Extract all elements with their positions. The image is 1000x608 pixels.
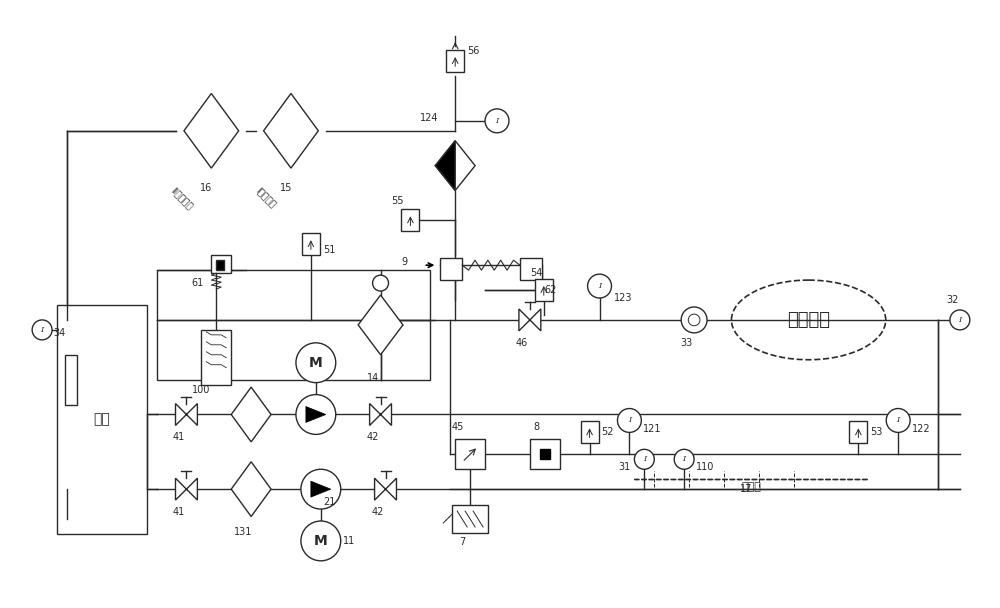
Text: 33: 33 <box>680 338 692 348</box>
Text: 131: 131 <box>234 527 252 537</box>
Text: 42: 42 <box>371 507 384 517</box>
Text: 51: 51 <box>323 245 335 255</box>
Polygon shape <box>435 140 455 190</box>
Text: 54: 54 <box>530 268 542 278</box>
Polygon shape <box>519 309 541 331</box>
Text: 122: 122 <box>912 424 931 435</box>
Circle shape <box>617 409 641 432</box>
Text: 11: 11 <box>343 536 355 546</box>
Text: 测试装置: 测试装置 <box>787 311 830 329</box>
Text: I: I <box>958 316 962 324</box>
Bar <box>530 440 560 469</box>
Bar <box>401 209 419 231</box>
Polygon shape <box>175 478 197 500</box>
Bar <box>581 421 599 443</box>
Bar <box>216 260 224 270</box>
Bar <box>211 255 231 273</box>
Text: 41: 41 <box>172 432 185 443</box>
Text: 56: 56 <box>467 46 480 56</box>
Text: I: I <box>495 117 499 125</box>
Text: 15: 15 <box>280 182 292 193</box>
Text: M: M <box>309 356 323 370</box>
Text: 加热器: 加热器 <box>741 482 761 492</box>
Text: 16: 16 <box>200 182 212 193</box>
Bar <box>57 305 147 534</box>
Text: 7: 7 <box>459 537 465 547</box>
Circle shape <box>674 449 694 469</box>
Text: 42: 42 <box>366 432 379 443</box>
Circle shape <box>373 275 389 291</box>
Text: II级过滤器: II级过滤器 <box>169 185 194 211</box>
Bar <box>452 505 488 533</box>
Text: 14: 14 <box>366 373 379 382</box>
Circle shape <box>296 395 336 434</box>
Bar <box>440 258 462 280</box>
Polygon shape <box>175 404 197 426</box>
Bar <box>157 270 430 379</box>
Circle shape <box>681 307 707 333</box>
Bar <box>446 50 464 72</box>
Circle shape <box>688 314 700 326</box>
Text: M: M <box>314 534 328 548</box>
Text: I: I <box>897 416 900 424</box>
Polygon shape <box>435 140 475 190</box>
Polygon shape <box>375 478 396 500</box>
Polygon shape <box>306 407 326 423</box>
Text: 17: 17 <box>740 484 753 494</box>
Text: 45: 45 <box>452 423 464 432</box>
Bar <box>201 330 231 385</box>
Circle shape <box>296 343 336 382</box>
Text: 61: 61 <box>191 278 204 288</box>
Text: I: I <box>643 455 646 463</box>
Bar <box>65 354 77 404</box>
Text: 46: 46 <box>516 338 528 348</box>
Circle shape <box>886 409 910 432</box>
Text: 53: 53 <box>870 427 883 437</box>
Text: I级过滤器: I级过滤器 <box>254 185 278 209</box>
Circle shape <box>32 320 52 340</box>
Bar <box>455 440 485 469</box>
Circle shape <box>301 521 341 561</box>
Text: 123: 123 <box>613 293 632 303</box>
Text: I: I <box>598 282 601 290</box>
Text: 124: 124 <box>420 113 439 123</box>
Text: 110: 110 <box>696 462 714 472</box>
Polygon shape <box>358 295 403 354</box>
Polygon shape <box>311 481 331 497</box>
Text: I: I <box>683 455 686 463</box>
Text: I: I <box>40 326 44 334</box>
Text: 9: 9 <box>401 257 407 267</box>
Text: 31: 31 <box>618 462 630 472</box>
Circle shape <box>950 310 970 330</box>
Polygon shape <box>184 94 239 168</box>
Bar <box>540 449 550 459</box>
Circle shape <box>588 274 611 298</box>
Text: 34: 34 <box>53 328 65 338</box>
Bar <box>535 279 553 301</box>
Text: 121: 121 <box>643 424 662 435</box>
Text: 8: 8 <box>534 423 540 432</box>
Bar <box>849 421 867 443</box>
Text: 52: 52 <box>602 427 614 437</box>
Circle shape <box>485 109 509 133</box>
Text: 62: 62 <box>545 285 557 295</box>
Text: 油箱: 油箱 <box>93 412 110 426</box>
Circle shape <box>634 449 654 469</box>
Polygon shape <box>231 387 271 442</box>
Polygon shape <box>231 461 271 517</box>
Text: 32: 32 <box>946 295 958 305</box>
Text: 55: 55 <box>391 196 404 207</box>
Text: 100: 100 <box>192 385 211 395</box>
Bar <box>520 258 542 280</box>
Text: 41: 41 <box>172 507 185 517</box>
Bar <box>302 233 320 255</box>
Text: I: I <box>628 416 631 424</box>
Text: 21: 21 <box>323 497 335 507</box>
Circle shape <box>301 469 341 509</box>
Polygon shape <box>370 404 391 426</box>
Polygon shape <box>264 94 318 168</box>
